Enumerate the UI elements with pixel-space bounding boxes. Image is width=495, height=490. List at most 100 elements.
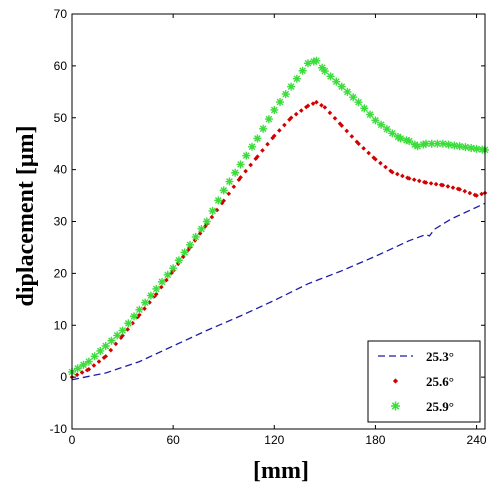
data-point [344, 128, 350, 134]
data-point [378, 160, 383, 166]
data-point [314, 99, 319, 105]
data-point [242, 151, 251, 160]
legend-label: 25.6° [426, 374, 454, 389]
data-point [202, 224, 208, 229]
data-point [186, 247, 191, 253]
x-tick-label: 180 [365, 433, 385, 447]
data-point [91, 363, 97, 368]
x-tick-label: 60 [166, 433, 180, 447]
data-point [270, 135, 275, 141]
data-point [309, 57, 318, 66]
data-point [422, 139, 430, 148]
data-point [253, 134, 262, 143]
data-point [433, 139, 442, 148]
y-tick-label: 20 [54, 266, 68, 280]
data-point [298, 108, 304, 113]
data-point [152, 284, 161, 293]
y-tick-label: 40 [54, 163, 68, 177]
data-point [304, 59, 312, 68]
data-point [445, 184, 451, 189]
data-point [86, 367, 92, 372]
data-point [413, 142, 422, 151]
data-point [120, 333, 125, 338]
data-point [101, 342, 110, 350]
y-tick-label: 50 [54, 111, 68, 125]
data-point [356, 141, 361, 146]
data-point [271, 133, 277, 139]
data-point [298, 66, 307, 75]
data-point [276, 98, 285, 107]
data-point [265, 141, 270, 147]
data-point [474, 193, 479, 198]
data-point [79, 370, 85, 375]
data-point [361, 146, 366, 151]
data-point [293, 111, 299, 117]
data-point [90, 352, 99, 361]
data-point [320, 67, 329, 76]
data-point [281, 90, 290, 99]
data-point [277, 128, 282, 133]
data-point [248, 162, 253, 168]
data-point [450, 185, 456, 190]
data-point [225, 177, 234, 186]
y-tick-label: 70 [54, 7, 68, 21]
x-tick-label: 120 [264, 433, 284, 447]
data-point [231, 168, 240, 177]
series-3 [68, 56, 489, 376]
data-point [248, 142, 257, 151]
data-point [169, 264, 178, 273]
data-point [455, 142, 464, 151]
legend-box [367, 340, 481, 423]
y-tick-label: 10 [54, 318, 68, 332]
y-tick-label: 60 [54, 59, 68, 73]
data-point [79, 360, 88, 369]
data-point [118, 326, 127, 335]
data-point [406, 176, 412, 181]
data-point [74, 372, 80, 378]
data-point [428, 181, 434, 186]
data-point [130, 320, 135, 326]
data-point [214, 196, 223, 205]
data-point [186, 240, 194, 249]
data-point [270, 105, 279, 114]
data-point [287, 82, 296, 91]
data-point [450, 141, 459, 150]
data-point [124, 319, 133, 328]
series-1 [71, 202, 486, 381]
data-point [472, 144, 481, 153]
data-point [142, 306, 147, 311]
data-point [118, 335, 124, 340]
data-point [135, 305, 144, 314]
data-point [322, 105, 328, 110]
data-point [377, 120, 386, 129]
series-line [71, 202, 486, 381]
data-point [107, 336, 116, 345]
data-point [411, 177, 417, 182]
data-point [438, 139, 447, 148]
data-point [113, 341, 119, 347]
data-point [214, 207, 220, 213]
y-tick-label: 30 [54, 215, 68, 229]
data-point [479, 191, 484, 197]
data-point [349, 134, 355, 139]
data-point [202, 217, 211, 226]
data-point [191, 232, 200, 241]
data-point [423, 180, 429, 185]
data-point [467, 144, 476, 153]
data-point [130, 312, 139, 321]
data-point [327, 110, 333, 116]
y-axis-label: diplacement [μm] [13, 126, 39, 307]
data-point [197, 224, 206, 233]
data-point [388, 129, 397, 138]
data-point [226, 191, 232, 197]
x-tick-label: 240 [467, 433, 487, 447]
data-point [141, 298, 150, 307]
data-point [337, 121, 343, 127]
data-point [416, 178, 422, 184]
data-point [259, 124, 268, 133]
data-point [264, 115, 273, 124]
data-point [84, 367, 90, 373]
data-point [405, 175, 410, 181]
data-point [457, 187, 463, 192]
